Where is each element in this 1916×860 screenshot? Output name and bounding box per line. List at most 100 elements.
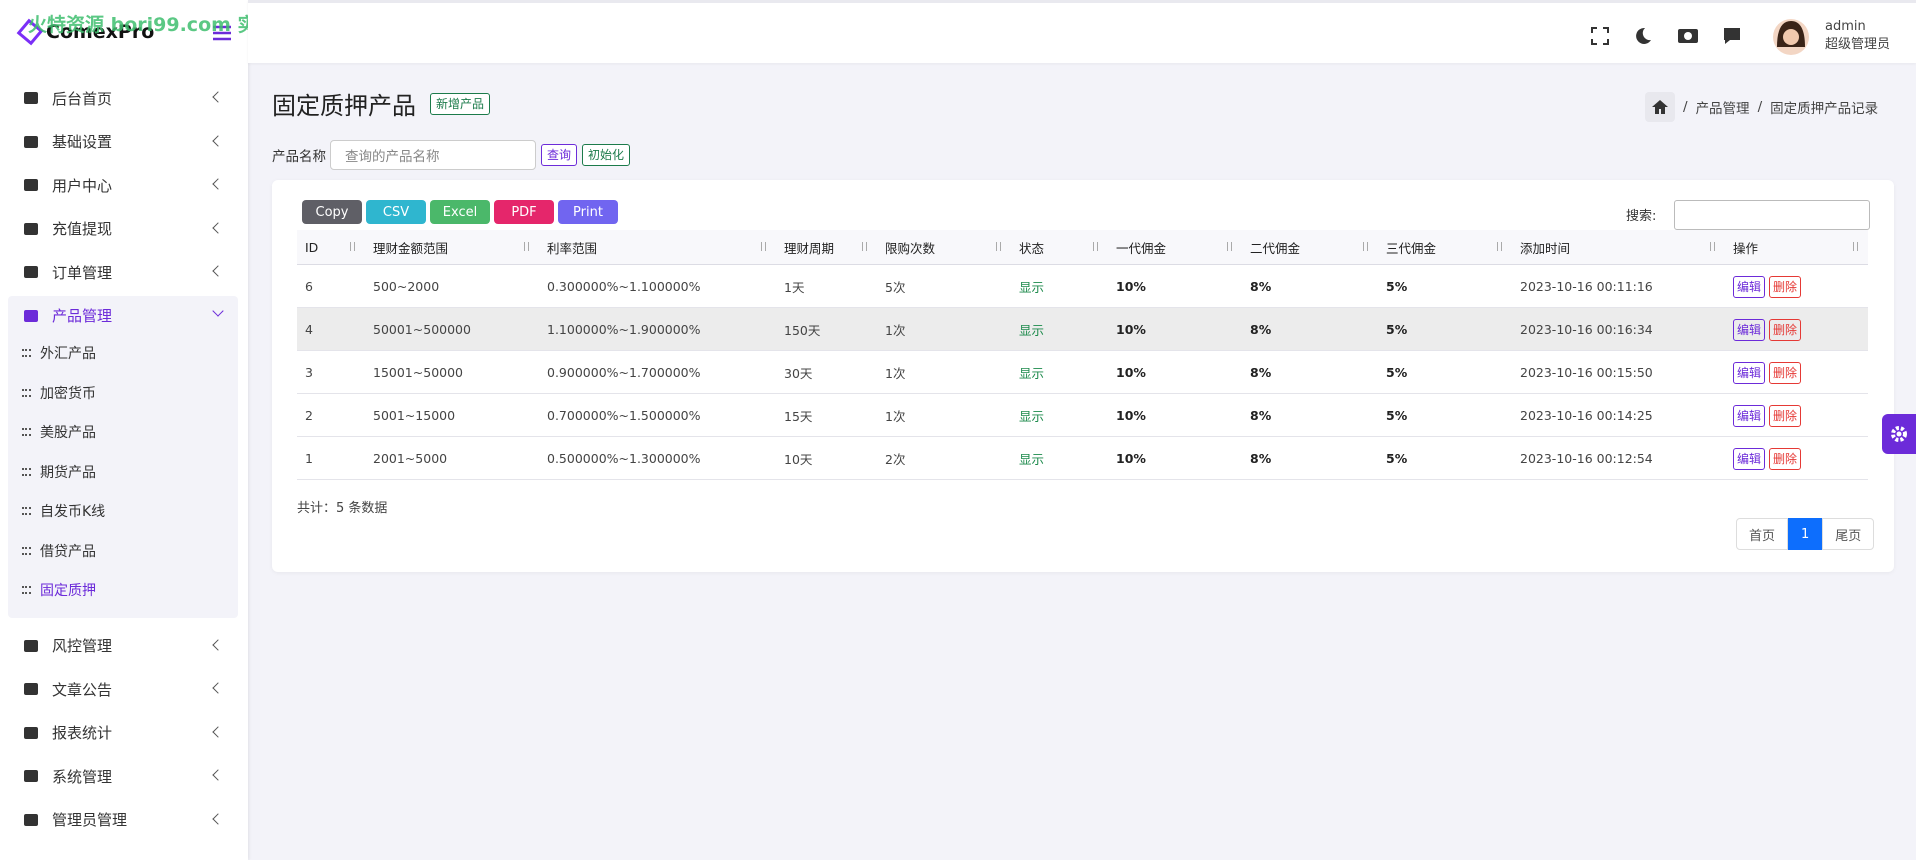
submenu-item[interactable]: 借贷产品 xyxy=(22,541,96,561)
menu-icon xyxy=(24,179,38,191)
table-cell: 10天 xyxy=(776,436,877,480)
menu-item[interactable]: 系统管理 xyxy=(8,756,238,796)
menu-label: 订单管理 xyxy=(52,263,113,282)
cell-text: 8% xyxy=(1250,364,1272,380)
cell-text: 2023-10-16 00:14:25 xyxy=(1520,407,1653,423)
submenu-bullet xyxy=(22,586,31,594)
table-cell: 2023-10-16 00:14:25 xyxy=(1512,393,1725,437)
export-button[interactable]: CSV xyxy=(366,200,426,224)
table-cell: 2 xyxy=(297,393,365,437)
column-header[interactable]: 操作 xyxy=(1725,230,1868,265)
header-label: 理财金额范围 xyxy=(373,240,449,256)
sort-icon xyxy=(995,242,1003,252)
avatar[interactable] xyxy=(1773,17,1809,57)
action-cell: 编辑 删除 xyxy=(1725,307,1868,351)
table-row: 2 5001~15000 0.700000%~1.500000% 15天 1次 显示 10%… xyxy=(297,393,1868,437)
menu-item[interactable]: 文章公告 xyxy=(8,669,238,709)
submenu-item[interactable]: 固定质押 xyxy=(22,580,96,600)
add-button[interactable]: 新增产品 xyxy=(430,92,491,115)
menu-item[interactable]: 用户中心 xyxy=(8,165,238,205)
submenu-item[interactable]: 期货产品 xyxy=(22,462,96,482)
cell-text: 0.500000%~1.300000% xyxy=(547,450,701,466)
cell-text: 15天 xyxy=(784,408,813,424)
submenu-item[interactable]: 自发币K线 xyxy=(22,501,105,521)
submenu-item[interactable]: 外汇产品 xyxy=(22,343,96,363)
sidebar: ComexPro 后台首页 基础设置 用户中心 充值提现 订单管理 产品管理 外汇产品 加密货… xyxy=(0,0,248,860)
menu-item[interactable]: 后台首页 xyxy=(8,78,238,118)
column-header[interactable]: ID xyxy=(297,230,365,265)
column-header[interactable]: 一代佣金 xyxy=(1108,230,1242,265)
settings-fab[interactable] xyxy=(1882,414,1916,454)
submenu: 外汇产品加密货币美股产品期货产品自发币K线借贷产品固定质押 xyxy=(8,335,238,618)
edit-button[interactable]: 编辑 xyxy=(1733,275,1766,298)
table-cell: 30天 xyxy=(776,350,877,394)
column-header[interactable]: 理财金额范围 xyxy=(365,230,539,265)
delete-button[interactable]: 删除 xyxy=(1769,318,1802,341)
edit-button[interactable]: 编辑 xyxy=(1733,447,1766,470)
search-button[interactable]: 查询 xyxy=(541,144,578,166)
table-cell: 2023-10-16 00:15:50 xyxy=(1512,350,1725,394)
cell-text: 显示 xyxy=(1019,322,1045,338)
breadcrumb-item: 固定质押产品记录 xyxy=(1770,101,1879,117)
column-header[interactable]: 利率范围 xyxy=(539,230,776,265)
table-row: 4 50001~500000 1.100000%~1.900000% 150天 1次 显示… xyxy=(297,307,1868,351)
cell-text: 显示 xyxy=(1019,365,1045,381)
menu-item[interactable]: 管理员管理 xyxy=(8,800,238,840)
delete-button[interactable]: 删除 xyxy=(1769,404,1802,427)
breadcrumb-sep: / xyxy=(1683,99,1688,115)
table-cell: 10% xyxy=(1108,264,1242,308)
menu-item[interactable]: 充值提现 xyxy=(8,209,238,249)
filter-input[interactable]: 查询的产品名称 xyxy=(330,140,536,170)
column-header[interactable]: 三代佣金 xyxy=(1378,230,1512,265)
delete-button[interactable]: 删除 xyxy=(1769,361,1802,384)
header-label: 一代佣金 xyxy=(1116,240,1167,256)
table-cell: 0.500000%~1.300000% xyxy=(539,436,776,480)
menu-icon xyxy=(24,683,38,695)
delete-button[interactable]: 删除 xyxy=(1769,275,1802,298)
export-button[interactable]: Copy xyxy=(302,200,362,224)
submenu-item[interactable]: 美股产品 xyxy=(22,422,96,442)
menu-item[interactable]: 订单管理 xyxy=(8,252,238,292)
breadcrumb-item[interactable]: 产品管理 xyxy=(1695,101,1750,117)
edit-button[interactable]: 编辑 xyxy=(1733,361,1766,384)
theme-icon[interactable] xyxy=(1634,27,1652,45)
money-icon[interactable] xyxy=(1677,28,1699,44)
column-header[interactable]: 限购次数 xyxy=(877,230,1011,265)
page-button[interactable]: 尾页 xyxy=(1822,518,1875,550)
menu-item[interactable]: 基础设置 xyxy=(8,122,238,162)
chat-icon[interactable] xyxy=(1722,27,1742,46)
cell-text: 1 xyxy=(305,450,313,466)
sort-icon xyxy=(861,242,869,252)
cell-text: 4 xyxy=(305,321,313,337)
cell-text: 2次 xyxy=(885,451,906,467)
cell-text: 30天 xyxy=(784,365,813,381)
menu-item[interactable]: 报表统计 xyxy=(8,713,238,753)
page-button[interactable]: 首页 xyxy=(1736,518,1789,550)
fullscreen-icon[interactable] xyxy=(1591,27,1609,45)
table-search-input[interactable] xyxy=(1674,200,1870,230)
export-button[interactable]: Excel xyxy=(430,200,490,224)
export-button[interactable]: Print xyxy=(558,200,618,224)
submenu-item[interactable]: 加密货币 xyxy=(22,383,96,403)
menu-toggle[interactable] xyxy=(212,24,232,42)
submenu-label: 借贷产品 xyxy=(40,543,96,560)
column-header[interactable]: 二代佣金 xyxy=(1242,230,1378,265)
page-button[interactable]: 1 xyxy=(1788,518,1823,550)
column-header[interactable]: 添加时间 xyxy=(1512,230,1725,265)
sort-icon xyxy=(760,242,768,252)
cell-text: 10% xyxy=(1116,407,1146,423)
home-icon[interactable] xyxy=(1645,92,1675,122)
column-header[interactable]: 状态 xyxy=(1011,230,1108,265)
edit-button[interactable]: 编辑 xyxy=(1733,404,1766,427)
menu-item[interactable]: 风控管理 xyxy=(8,626,238,666)
menu-item[interactable]: 产品管理 xyxy=(8,295,238,336)
table-cell: 2次 xyxy=(877,436,1011,480)
menu-chevron xyxy=(212,178,224,190)
user-role: 超级管理员 xyxy=(1825,37,1891,52)
edit-button[interactable]: 编辑 xyxy=(1733,318,1766,341)
export-button[interactable]: PDF xyxy=(494,200,554,224)
delete-button[interactable]: 删除 xyxy=(1769,447,1802,470)
reset-button[interactable]: 初始化 xyxy=(582,144,631,166)
header-label: 限购次数 xyxy=(885,240,936,256)
column-header[interactable]: 理财周期 xyxy=(776,230,877,265)
